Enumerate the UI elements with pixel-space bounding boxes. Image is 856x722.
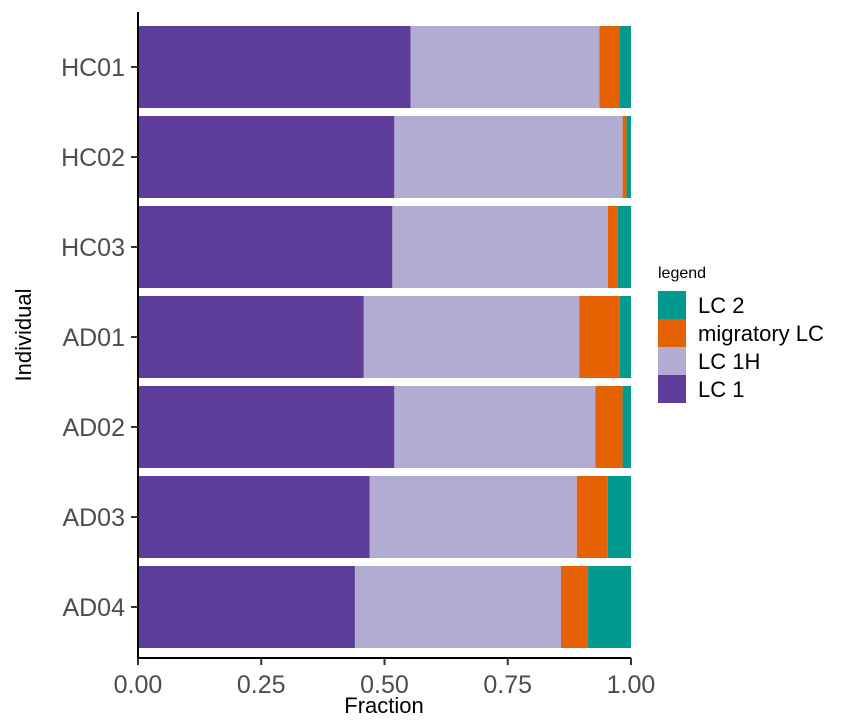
bar-segment — [607, 476, 631, 558]
x-tick-label: 0.50 — [360, 671, 409, 699]
y-tick-label: AD02 — [62, 414, 125, 442]
bar-segment — [394, 116, 623, 198]
legend-key — [658, 291, 686, 319]
bar-segment — [599, 26, 620, 108]
bar-segment — [622, 116, 627, 198]
bar-segment — [138, 566, 355, 648]
legend-label: LC 1 — [698, 377, 744, 402]
legend-label: LC 2 — [698, 293, 744, 318]
bar-segment — [369, 476, 577, 558]
x-tick-label: 0.75 — [483, 671, 532, 699]
legend-title: legend — [658, 265, 706, 282]
legend-label: migratory LC — [698, 321, 824, 346]
y-tick-label: AD01 — [62, 324, 125, 352]
bar-segment — [619, 26, 631, 108]
bar-segment — [607, 206, 618, 288]
y-tick-label: AD03 — [62, 504, 125, 532]
legend-key — [658, 347, 686, 375]
bar-segment — [138, 386, 395, 468]
bar-segment — [619, 296, 631, 378]
x-tick-label: 0.25 — [237, 671, 286, 699]
bar-segment — [622, 386, 631, 468]
bar-segment — [138, 26, 411, 108]
bar-segment — [560, 566, 589, 648]
plot-area — [138, 26, 631, 648]
bar-segment — [410, 26, 600, 108]
bar-segment — [138, 296, 364, 378]
y-tick-label: HC02 — [61, 144, 125, 172]
x-tick-label: 0.00 — [114, 671, 163, 699]
bar-segment — [138, 476, 370, 558]
bar-segment — [394, 386, 596, 468]
y-tick-label: HC03 — [61, 234, 125, 262]
bar-segment — [392, 206, 608, 288]
y-tick-label: HC01 — [61, 54, 125, 82]
y-tick-label: AD04 — [62, 594, 125, 622]
bar-segment — [595, 386, 623, 468]
x-ticks: 0.00 0.25 0.50 0.75 1.00 — [114, 658, 656, 699]
bar-segment — [626, 116, 631, 198]
bar-segment — [138, 116, 395, 198]
legend-label: LC 1H — [698, 349, 760, 374]
bar-segment — [138, 206, 393, 288]
x-axis-title: Fraction — [344, 693, 423, 718]
bar-segment — [579, 296, 620, 378]
bar-segment — [617, 206, 631, 288]
bar-segment — [588, 566, 631, 648]
bar-segment — [576, 476, 608, 558]
y-axis-title: Individual — [11, 289, 36, 382]
legend-key — [658, 319, 686, 347]
bar-segment — [363, 296, 580, 378]
legend: legend LC 2 migratory LC LC 1H LC 1 — [658, 265, 824, 403]
bar-segment — [354, 566, 561, 648]
legend-key — [658, 375, 686, 403]
x-tick-label: 1.00 — [607, 671, 656, 699]
y-ticks: HC01 HC02 HC03 AD01 AD02 AD03 AD04 — [61, 54, 138, 622]
